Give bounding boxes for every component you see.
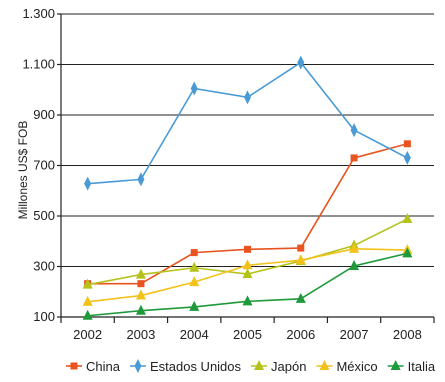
legend-item-mexico: México bbox=[316, 359, 378, 374]
data-point-estados-unidos bbox=[350, 123, 358, 138]
legend-swatch-marker bbox=[390, 360, 401, 370]
data-point-mexico bbox=[82, 295, 93, 306]
x-tick-label: 2005 bbox=[233, 327, 262, 342]
data-point-estados-unidos bbox=[403, 150, 411, 165]
x-tick-labels: 2002 2003 2004 2005 2006 2007 2008 bbox=[60, 317, 435, 342]
legend-label: Italia bbox=[408, 359, 436, 374]
legend-label: Japón bbox=[271, 359, 306, 374]
data-point-estados-unidos bbox=[84, 176, 92, 191]
y-tick-label: 1.300 bbox=[22, 6, 55, 21]
data-point-mexico bbox=[349, 242, 360, 253]
data-point-italia bbox=[135, 304, 146, 315]
data-point-italia bbox=[242, 295, 253, 306]
data-point-japon bbox=[189, 261, 200, 272]
legend-label: China bbox=[86, 359, 121, 374]
data-point-italia bbox=[295, 292, 306, 303]
data-point-china bbox=[244, 245, 251, 253]
y-tick-labels: 100 300 500 700 900 1.100 1.300 bbox=[22, 6, 55, 324]
legend-item-italia: Italia bbox=[387, 359, 436, 374]
grid-lines bbox=[57, 13, 434, 318]
data-point-china bbox=[403, 140, 411, 148]
data-point-china bbox=[137, 280, 145, 288]
legend-swatch-marker bbox=[70, 362, 78, 370]
x-tick-label: 2007 bbox=[340, 327, 369, 342]
x-tick-label: 2003 bbox=[126, 327, 155, 342]
data-point-italia bbox=[82, 309, 93, 320]
y-tick-label: 700 bbox=[33, 158, 55, 173]
x-tick-label: 2002 bbox=[73, 327, 102, 342]
data-point-italia bbox=[189, 300, 200, 311]
data-point-mexico bbox=[189, 276, 200, 287]
axes bbox=[60, 14, 434, 318]
data-point-japon bbox=[82, 278, 93, 289]
data-point-mexico bbox=[242, 259, 253, 270]
y-tick-label: 100 bbox=[33, 309, 55, 324]
data-point-italia bbox=[402, 247, 413, 258]
legend-label: Estados Unidos bbox=[150, 359, 242, 374]
legend-label: México bbox=[336, 359, 377, 374]
y-tick-label: 500 bbox=[33, 208, 55, 223]
series-italia bbox=[82, 247, 413, 320]
data-point-china bbox=[297, 244, 305, 252]
series-china bbox=[84, 140, 411, 288]
legend-swatch-marker bbox=[254, 360, 265, 370]
data-point-estados-unidos bbox=[137, 172, 145, 187]
legend-swatch-marker bbox=[134, 359, 142, 373]
data-point-mexico bbox=[135, 289, 146, 300]
data-point-japon bbox=[242, 268, 253, 279]
data-point-japon bbox=[402, 213, 413, 224]
legend-item-japon: Japón bbox=[251, 359, 306, 374]
data-point-mexico bbox=[295, 254, 306, 265]
y-tick-label: 1.100 bbox=[22, 57, 55, 72]
y-tick-label: 900 bbox=[33, 107, 55, 122]
x-tick-label: 2004 bbox=[180, 327, 209, 342]
legend-item-china: China bbox=[66, 359, 121, 374]
data-point-japon bbox=[135, 268, 146, 279]
series-estados-unidos bbox=[84, 55, 411, 191]
data-point-estados-unidos bbox=[297, 55, 305, 70]
legend: China Estados Unidos Japón México Italia bbox=[66, 359, 436, 374]
legend-swatch-marker bbox=[319, 360, 330, 370]
data-point-china bbox=[350, 154, 358, 162]
data-point-italia bbox=[349, 259, 360, 270]
series-layer bbox=[82, 55, 413, 320]
legend-item-estados-unidos: Estados Unidos bbox=[129, 359, 242, 374]
x-tick-label: 2006 bbox=[286, 327, 315, 342]
y-axis-label: Millones US$ FOB bbox=[16, 121, 30, 220]
data-point-estados-unidos bbox=[190, 81, 198, 96]
data-point-china bbox=[190, 249, 198, 257]
data-point-estados-unidos bbox=[244, 90, 251, 105]
x-tick-label: 2008 bbox=[393, 327, 422, 342]
y-tick-label: 300 bbox=[33, 259, 55, 274]
